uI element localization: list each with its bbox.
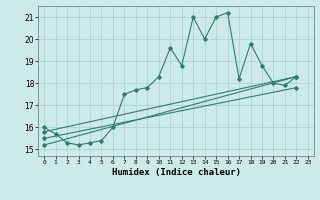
X-axis label: Humidex (Indice chaleur): Humidex (Indice chaleur) (111, 168, 241, 177)
